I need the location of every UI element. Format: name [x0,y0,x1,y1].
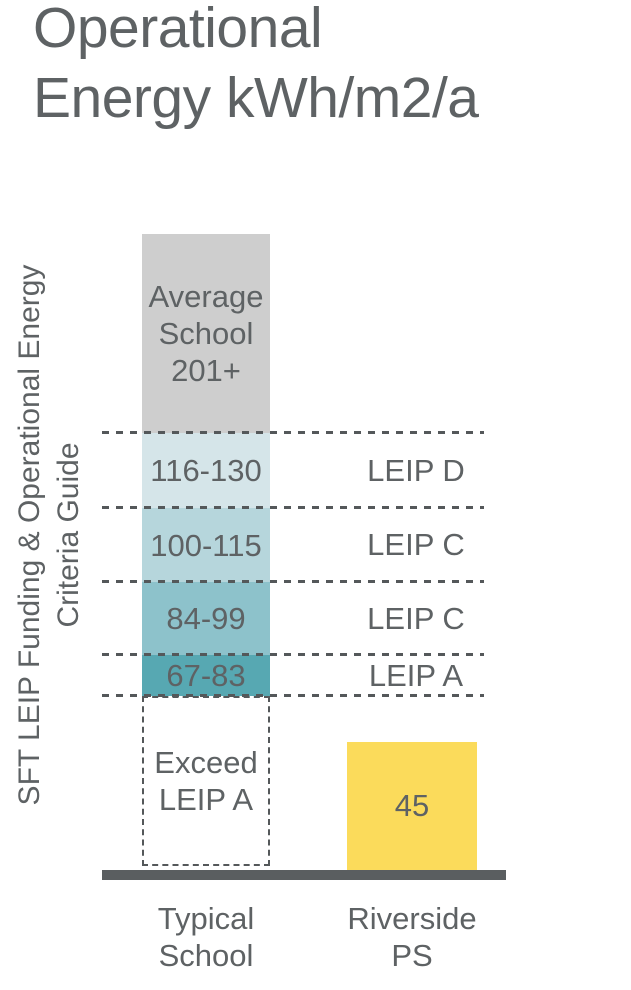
band-84-99: 84-99 [142,582,270,655]
baseline-axis [102,870,506,880]
band-average-school: Average School 201+ [142,234,270,433]
band-divider-line [102,694,484,697]
chart-title: Operational Energy kWh/m2/a [33,0,479,130]
band-67-83: 67-83 [142,655,270,696]
riverside-ps-bar: 45 [347,742,477,870]
leip-grade-label-c1: LEIP C [367,527,465,562]
band-116-130: 116-130 [142,433,270,508]
y-axis-label: SFT LEIP Funding & Operational Energy Cr… [13,264,85,806]
band-divider-line [102,653,484,656]
leip-grade-label-d: LEIP D [367,452,465,488]
band-100-115: 100-115 [142,508,270,582]
band-divider-line [102,431,484,434]
x-label-riverside-ps: Riverside PS [347,901,477,973]
exceed-leip-a-zone: Exceed LEIP A [142,696,270,866]
x-label-typical-school: Typical School [157,901,255,973]
band-divider-line [102,506,484,509]
leip-grade-label-a: LEIP A [368,657,464,693]
leip-grade-label-c2: LEIP C [367,600,465,636]
band-divider-line [102,580,484,583]
